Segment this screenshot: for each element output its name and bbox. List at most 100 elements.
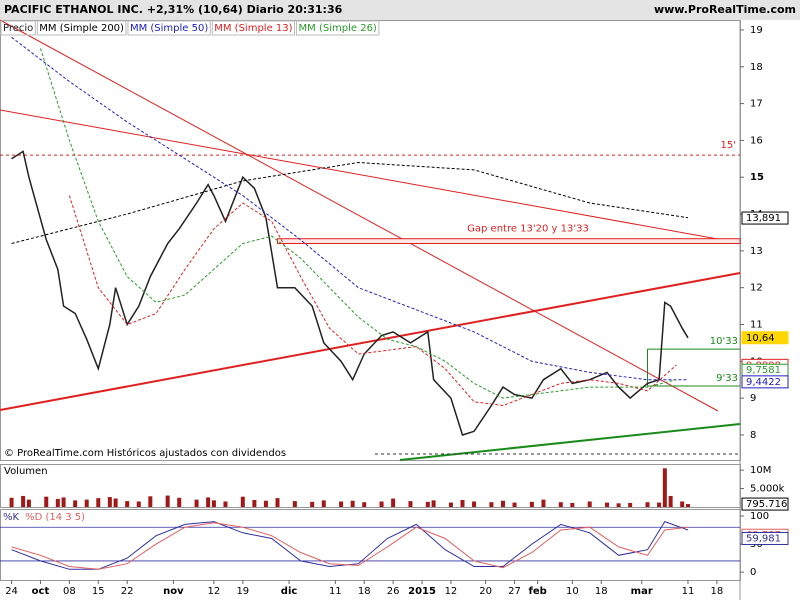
x-tick-label: nov bbox=[163, 586, 184, 597]
volume-bar bbox=[339, 501, 344, 507]
x-tick-label: 12 bbox=[208, 586, 221, 597]
x-tick-label: dic bbox=[281, 586, 298, 597]
y-tick-label: 13 bbox=[750, 246, 763, 257]
header-site: www.ProRealTime.com bbox=[654, 3, 796, 16]
x-tick-label: 18 bbox=[711, 586, 724, 597]
legend-entry: %K bbox=[3, 512, 20, 523]
annotation-label: 10'33 bbox=[710, 336, 738, 347]
y-tick-label: 15 bbox=[750, 172, 764, 183]
volume-bar bbox=[240, 496, 245, 507]
legend-entry: MM (Simple 13) bbox=[214, 23, 292, 34]
x-tick-label: 12 bbox=[445, 586, 458, 597]
legend-entry: MM (Simple 26) bbox=[299, 23, 377, 34]
volume-bar bbox=[512, 502, 517, 507]
volume-bar bbox=[541, 499, 546, 507]
volume-title: Volumen bbox=[4, 466, 48, 477]
y-tick-label: 8 bbox=[750, 430, 756, 441]
gap-label: Gap entre 13'20 y 13'33 bbox=[467, 224, 589, 235]
y-tick-label: 12 bbox=[750, 283, 763, 294]
header-bar bbox=[0, 0, 800, 20]
y-tick-label: 5.000k bbox=[750, 484, 785, 495]
volume-bar bbox=[489, 502, 494, 507]
x-tick-label: 24 bbox=[5, 586, 18, 597]
legend-box bbox=[0, 20, 36, 36]
volume-bar bbox=[211, 500, 216, 507]
annotation-label: 15' bbox=[721, 140, 736, 151]
volume-bar bbox=[425, 501, 430, 507]
volume-bar bbox=[668, 495, 673, 507]
volume-bar bbox=[136, 501, 141, 507]
y-tick-label: 16 bbox=[750, 135, 763, 146]
y-tick-label: 0 bbox=[750, 567, 756, 578]
volume-bar bbox=[177, 497, 182, 507]
volume-bar bbox=[84, 499, 89, 507]
volume-bar bbox=[529, 501, 534, 507]
x-tick-label: 2015 bbox=[408, 586, 436, 597]
x-tick-label: feb bbox=[529, 586, 547, 597]
volume-bar bbox=[96, 498, 101, 507]
volume-bar bbox=[275, 498, 280, 507]
volume-bar bbox=[21, 495, 26, 507]
volume-bar bbox=[206, 497, 211, 507]
volume-bar bbox=[680, 501, 685, 507]
volume-bar bbox=[570, 502, 575, 507]
y-tick-label: 17 bbox=[750, 99, 763, 110]
volume-bar bbox=[292, 501, 297, 507]
volume-bar bbox=[148, 496, 153, 507]
volume-bar bbox=[107, 497, 112, 507]
x-tick-label: 11 bbox=[682, 586, 695, 597]
volume-bar bbox=[252, 500, 257, 507]
volume-bar bbox=[605, 502, 610, 507]
legend-box bbox=[296, 20, 380, 36]
volume-bar bbox=[165, 495, 170, 507]
x-tick-label: 11 bbox=[329, 586, 342, 597]
volume-bar bbox=[263, 500, 268, 507]
readout-box bbox=[741, 331, 789, 345]
x-tick-label: 27 bbox=[508, 586, 521, 597]
legend-entry: %D (14 3 5) bbox=[25, 512, 85, 523]
readout-label: 13,891 bbox=[746, 213, 781, 224]
legend-box bbox=[127, 20, 211, 36]
legend-box bbox=[211, 20, 296, 36]
volume-bar bbox=[26, 499, 31, 507]
volume-bar bbox=[44, 496, 49, 507]
volume-bar bbox=[448, 502, 453, 507]
volume-bar bbox=[587, 501, 592, 507]
y-tick-label: 9 bbox=[750, 393, 756, 404]
y-tick-label: 10M bbox=[750, 465, 771, 476]
readout-box bbox=[741, 531, 789, 545]
readout-label: 10,64 bbox=[746, 333, 775, 344]
volume-bar bbox=[379, 501, 384, 507]
volume-panel bbox=[0, 464, 741, 508]
y-tick-label: 100 bbox=[750, 511, 769, 522]
volume-bar bbox=[645, 502, 650, 507]
x-tick-label: 18 bbox=[358, 586, 371, 597]
header-title: PACIFIC ETHANOL INC. +2,31% (10,64) Diar… bbox=[4, 3, 343, 16]
x-tick-label: mar bbox=[631, 586, 653, 597]
volume-bar bbox=[9, 497, 14, 507]
y-tick-label: 11 bbox=[750, 320, 763, 331]
volume-bar bbox=[362, 502, 367, 507]
legend-box bbox=[36, 20, 127, 36]
volume-bar bbox=[73, 500, 78, 507]
series-line bbox=[11, 520, 689, 570]
readout-box bbox=[741, 211, 789, 225]
volume-bar bbox=[472, 501, 477, 507]
x-tick-label: 19 bbox=[236, 586, 249, 597]
volume-bar bbox=[408, 501, 413, 507]
trend-line bbox=[0, 19, 719, 412]
x-tick-label: 08 bbox=[63, 586, 76, 597]
series-line bbox=[11, 150, 689, 436]
volume-bar bbox=[310, 501, 315, 507]
volume-bar bbox=[321, 500, 326, 507]
volume-bar bbox=[61, 497, 66, 507]
y-tick-label: 19 bbox=[750, 25, 763, 36]
x-tick-label: oct bbox=[32, 586, 50, 597]
volume-bar bbox=[662, 468, 667, 507]
volume-bar bbox=[616, 503, 621, 507]
legend-entry: MM (Simple 200) bbox=[39, 23, 124, 34]
series-line bbox=[11, 36, 688, 381]
y-tick-label: 18 bbox=[750, 62, 763, 73]
volume-bar bbox=[113, 498, 118, 507]
